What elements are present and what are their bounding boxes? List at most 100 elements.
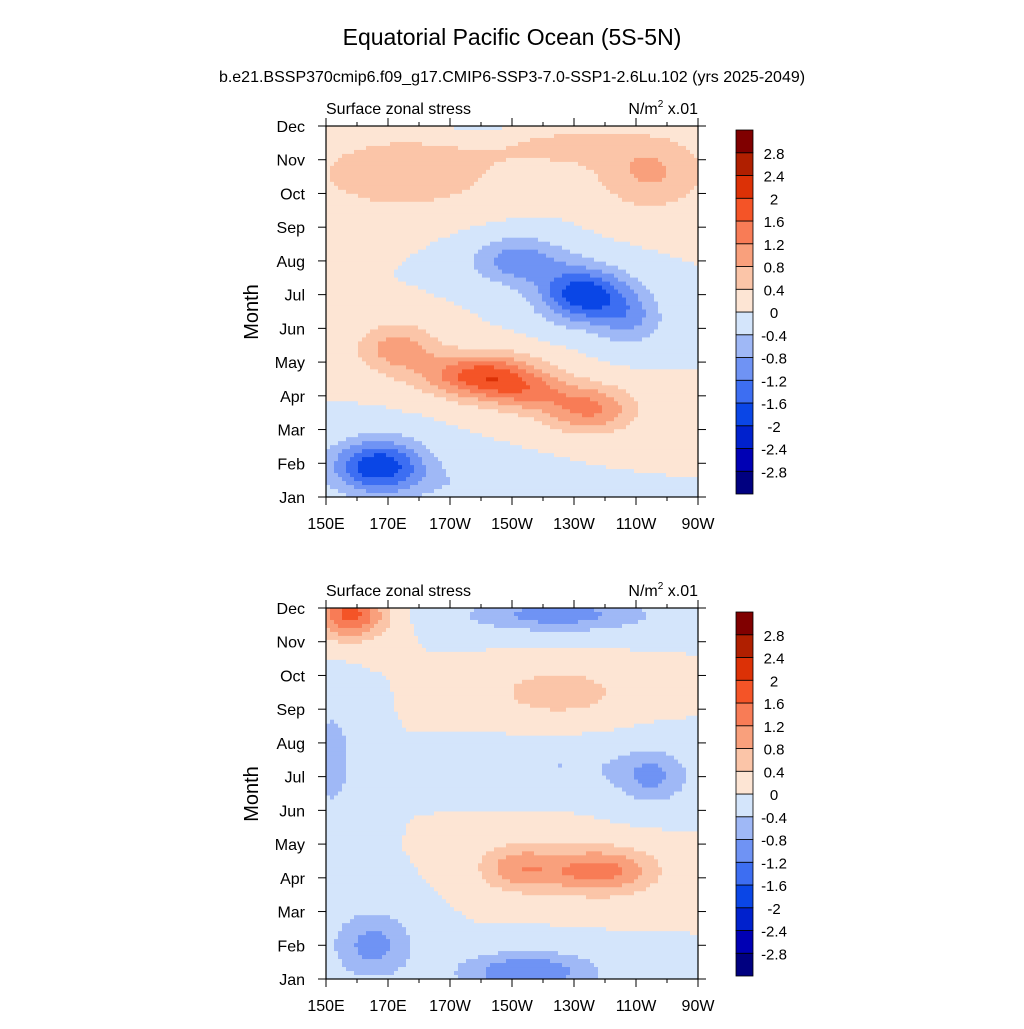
contour-cell	[474, 385, 479, 390]
contour-cell	[522, 126, 527, 131]
contour-cell	[394, 389, 399, 394]
contour-cell	[450, 190, 455, 195]
contour-cell	[522, 170, 527, 175]
contour-cell	[394, 294, 399, 299]
contour-cell	[522, 401, 527, 406]
contour-cell	[454, 306, 459, 311]
contour-cell	[334, 341, 339, 346]
contour-cell	[438, 481, 443, 486]
contour-cell	[442, 409, 447, 414]
contour-cell	[358, 286, 363, 291]
contour-cell	[450, 481, 455, 486]
contour-cell	[510, 405, 515, 410]
contour-cell	[330, 457, 335, 462]
contour-cell	[350, 441, 355, 446]
contour-cell	[458, 298, 463, 303]
contour-cell	[454, 286, 459, 291]
contour-cell	[462, 222, 467, 227]
contour-cell	[330, 333, 335, 338]
contour-cell	[382, 321, 387, 326]
contour-cell	[342, 190, 347, 195]
contour-cell	[342, 381, 347, 386]
contour-cell	[418, 250, 423, 255]
contour-cell	[518, 453, 523, 458]
contour-cell	[434, 190, 439, 195]
contour-cell	[490, 298, 495, 303]
contour-cell	[330, 270, 335, 275]
contour-cell	[394, 473, 399, 478]
contour-cell	[510, 421, 515, 426]
contour-cell	[470, 278, 475, 283]
contour-cell	[394, 218, 399, 223]
contour-cell	[430, 222, 435, 227]
contour-cell	[522, 469, 527, 474]
contour-cell	[514, 409, 519, 414]
contour-cell	[478, 194, 483, 199]
contour-cell	[370, 274, 375, 279]
contour-cell	[418, 162, 423, 167]
contour-cell	[534, 242, 539, 247]
contour-cell	[402, 397, 407, 402]
contour-cell	[354, 190, 359, 195]
contour-cell	[358, 294, 363, 299]
contour-cell	[470, 413, 475, 418]
contour-cell	[402, 329, 407, 334]
contour-cell	[490, 246, 495, 251]
contour-cell	[370, 166, 375, 171]
contour-cell	[462, 329, 467, 334]
contour-cell	[390, 138, 395, 143]
contour-cell	[334, 138, 339, 143]
contour-cell	[430, 162, 435, 167]
contour-cell	[438, 146, 443, 151]
contour-cell	[462, 341, 467, 346]
contour-cell	[446, 329, 451, 334]
contour-cell	[418, 357, 423, 362]
contour-cell	[330, 437, 335, 442]
contour-cell	[418, 190, 423, 195]
contour-cell	[534, 146, 539, 151]
contour-cell	[538, 298, 543, 303]
contour-cell	[530, 306, 535, 311]
contour-cell	[326, 302, 331, 307]
contour-cell	[422, 401, 427, 406]
contour-cell	[346, 262, 351, 267]
contour-cell	[446, 469, 451, 474]
contour-cell	[346, 473, 351, 478]
contour-cell	[498, 242, 503, 247]
contour-cell	[358, 477, 363, 482]
contour-cell	[470, 306, 475, 311]
contour-cell	[494, 361, 499, 366]
contour-cell	[406, 178, 411, 183]
contour-cell	[390, 250, 395, 255]
contour-cell	[442, 158, 447, 163]
contour-cell	[450, 242, 455, 247]
contour-cell	[362, 421, 367, 426]
contour-cell	[438, 377, 443, 382]
contour-cell	[346, 234, 351, 239]
contour-cell	[374, 457, 379, 462]
contour-cell	[338, 230, 343, 235]
contour-cell	[382, 210, 387, 215]
contour-cell	[458, 130, 463, 135]
contour-cell	[530, 290, 535, 295]
contour-cell	[450, 425, 455, 430]
contour-cell	[430, 250, 435, 255]
contour-cell	[534, 369, 539, 374]
contour-cell	[538, 246, 543, 251]
contour-cell	[354, 345, 359, 350]
contour-cell	[514, 206, 519, 211]
contour-cell	[342, 457, 347, 462]
contour-cell	[518, 170, 523, 175]
contour-cell	[502, 298, 507, 303]
contour-cell	[426, 449, 431, 454]
contour-cell	[522, 186, 527, 191]
contour-cell	[510, 254, 515, 259]
contour-cell	[442, 286, 447, 291]
contour-cell	[446, 242, 451, 247]
contour-cell	[518, 234, 523, 239]
contour-cell	[358, 333, 363, 338]
contour-cell	[346, 306, 351, 311]
contour-cell	[534, 489, 539, 494]
contour-cell	[494, 170, 499, 175]
contour-cell	[406, 262, 411, 267]
